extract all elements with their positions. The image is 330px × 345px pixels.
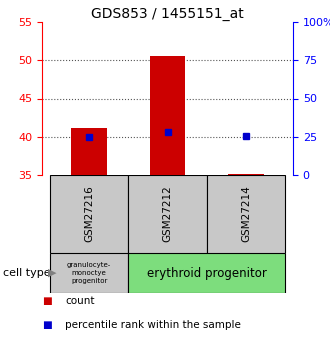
Text: percentile rank within the sample: percentile rank within the sample	[65, 320, 241, 330]
Text: ■: ■	[42, 296, 52, 306]
Text: GSM27214: GSM27214	[241, 186, 251, 243]
Bar	[50, 175, 128, 253]
Bar	[228, 174, 264, 175]
Text: ▶: ▶	[48, 268, 56, 278]
Text: count: count	[65, 296, 95, 306]
Bar	[150, 56, 185, 175]
Text: GSM27212: GSM27212	[162, 186, 173, 243]
Bar	[128, 175, 207, 253]
Text: erythroid progenitor: erythroid progenitor	[147, 266, 267, 279]
Bar	[128, 253, 285, 293]
Bar	[207, 175, 285, 253]
Bar	[50, 253, 128, 293]
Text: granulocyte-
monoctye
progenitor: granulocyte- monoctye progenitor	[67, 263, 111, 284]
Text: GSM27216: GSM27216	[84, 186, 94, 243]
Title: GDS853 / 1455151_at: GDS853 / 1455151_at	[91, 7, 244, 21]
Bar	[71, 128, 107, 175]
Text: cell type: cell type	[3, 268, 51, 278]
Text: ■: ■	[42, 320, 52, 330]
